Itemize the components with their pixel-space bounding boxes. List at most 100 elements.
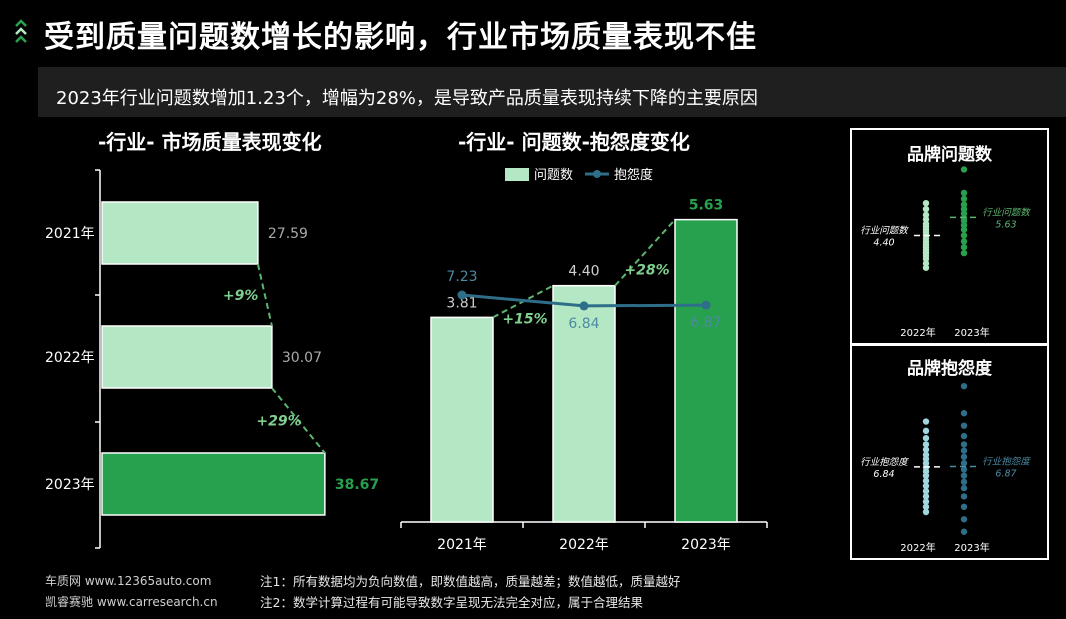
brand-point-0-18: [922, 200, 930, 207]
note-1: 注1：所有数据均为负向数值，即数值越高，质量越差；数值越低，质量越好: [260, 574, 681, 589]
brand-point-0-16: [922, 427, 930, 435]
category-label-0: 2021年: [437, 537, 487, 553]
bar-0: [101, 201, 259, 265]
brand-point-1-5: [960, 222, 968, 229]
note-2: 注2：数学计算过程有可能导致数字呈现无法完全对应，属于合理结果: [260, 595, 643, 610]
brand-point-1-8: [960, 210, 968, 217]
issue-value-0: 3.81: [446, 295, 477, 311]
brand-point-1-13: [960, 166, 968, 173]
brand-point-0-0: [922, 508, 930, 516]
page-title: 受到质量问题数增长的影响，行业市场质量表现不佳: [44, 20, 757, 55]
complaint-value-0: 7.23: [446, 269, 477, 285]
ref-label-1: 行业问题数: [982, 207, 1031, 218]
issue-value-2: 5.63: [689, 198, 724, 214]
source-2: 凯睿赛驰 www.carresearch.cn: [45, 595, 218, 609]
brand-point-1-7: [960, 466, 968, 473]
legend-bar-label: 问题数: [534, 168, 573, 183]
notes: 注1：所有数据均为负向数值，即数值越高，质量越差；数值越低，质量越好 注2：数学…: [260, 571, 680, 613]
brand-point-1-2: [960, 238, 968, 245]
change-connector-1: [271, 387, 326, 454]
subtitle-banner: [38, 67, 1066, 117]
chevron-up-icon: [15, 19, 27, 43]
brand-point-1-12: [960, 432, 968, 440]
change-connector-0: [256, 263, 273, 327]
brand-point-0-14: [922, 220, 930, 227]
brand-point-1-3: [960, 493, 968, 500]
x-label-0: 2022年: [900, 326, 935, 339]
category-label-2: 2023年: [45, 477, 95, 493]
market-quality-chart: 2021年 27.59 2022年 30.07 2023年 38.67 +9% +29%: [45, 169, 379, 549]
brand-point-1-11: [960, 441, 968, 448]
brand-point-0-15: [922, 434, 930, 442]
brand-point-1-4: [960, 484, 968, 492]
category-label-0: 2021年: [45, 226, 95, 242]
brand-point-1-9: [960, 205, 968, 213]
brand-complaint-panel: 品牌抱怨度 2022年 2023年 行业抱怨度 6.84 行业抱怨度 6.87: [850, 344, 1049, 560]
ref-value-0: 4.40: [873, 237, 894, 248]
page-subtitle: 2023年行业问题数增加1.23个，增幅为28%，是导致产品质量表现持续下降的主…: [56, 88, 758, 109]
brand-point-1-5: [960, 478, 968, 486]
issue-bar-2: [674, 218, 738, 523]
x-label-0: 2022年: [900, 541, 935, 554]
legend-bar-swatch: [505, 168, 529, 181]
ref-value-0: 6.84: [873, 469, 894, 480]
brand-point-1-0: [960, 528, 968, 535]
brand-point-1-6: [960, 472, 968, 479]
growth-label-0: +15%: [502, 312, 547, 328]
ref-label-0: 行业抱怨度: [860, 456, 909, 468]
complaint-point-1: [579, 301, 589, 311]
category-label-2: 2023年: [681, 537, 731, 553]
complaint-point-2: [701, 300, 711, 310]
ref-label-1: 行业抱怨度: [982, 456, 1031, 468]
value-label-1: 30.07: [282, 350, 322, 366]
brand-point-1-8: [960, 459, 968, 467]
brand-point-0-12: [922, 451, 930, 458]
source-credits: 车质网 www.12365auto.com 凯睿赛驰 www.carresear…: [45, 571, 218, 613]
complaint-value-1: 6.84: [568, 316, 599, 332]
brand-point-0-15: [922, 216, 930, 223]
x-label-1: 2023年: [954, 326, 989, 339]
brand-point-0-5: [922, 482, 930, 490]
brand-point-0-4: [922, 488, 930, 495]
brand-point-1-11: [960, 195, 968, 202]
complaint-point-0: [457, 290, 467, 300]
brand-point-0-2: [922, 498, 930, 505]
brand-point-1-2: [960, 503, 968, 510]
brand-point-1-14: [960, 410, 968, 417]
category-label-1: 2022年: [45, 350, 95, 366]
brand-point-0-17: [922, 418, 930, 425]
complaint-value-2: 6.87: [690, 315, 721, 331]
source-1: 车质网 www.12365auto.com: [45, 574, 212, 588]
brand-point-0-16: [922, 211, 930, 219]
brand-point-1-12: [960, 189, 968, 197]
chart2-title: -行业- 问题数-抱怨度变化: [458, 130, 690, 154]
brand-point-1-1: [960, 244, 968, 251]
brand-point-1-10: [960, 201, 968, 208]
brand-point-0-14: [922, 441, 930, 448]
change-label-0: +9%: [223, 288, 259, 304]
value-label-2: 38.67: [335, 477, 379, 493]
issue-value-1: 4.40: [568, 264, 599, 280]
brand-point-0-1: [922, 260, 930, 267]
category-label-1: 2022年: [559, 537, 609, 553]
legend-line-marker: [593, 170, 601, 178]
brand-point-0-6: [922, 477, 930, 484]
brand-point-1-9: [960, 453, 968, 461]
brand-point-1-13: [960, 422, 968, 429]
legend-line-label: 抱怨度: [614, 167, 653, 183]
value-label-0: 27.59: [268, 226, 308, 242]
brand-point-1-1: [960, 516, 968, 523]
issues-complaint-chart: 问题数 抱怨度 3.81 2021年 4.40 2022年 5.63 2023年 +15% +28…: [400, 167, 768, 553]
brand-issues-panel: 品牌问题数 2022年 2023年 行业问题数 4.40 行业问题数 5.63: [850, 128, 1049, 345]
change-label-1: +29%: [256, 414, 301, 430]
ref-value-1: 5.63: [995, 219, 1016, 230]
brand-point-0-3: [922, 493, 930, 500]
brand-point-1-0: [960, 249, 968, 257]
brand-point-1-3: [960, 232, 968, 239]
ref-label-0: 行业问题数: [860, 225, 909, 236]
brand-complaint-title: 品牌抱怨度: [907, 359, 992, 379]
brand-point-1-10: [960, 447, 968, 454]
growth-connector-1: [614, 218, 676, 287]
bar-2: [101, 452, 326, 516]
